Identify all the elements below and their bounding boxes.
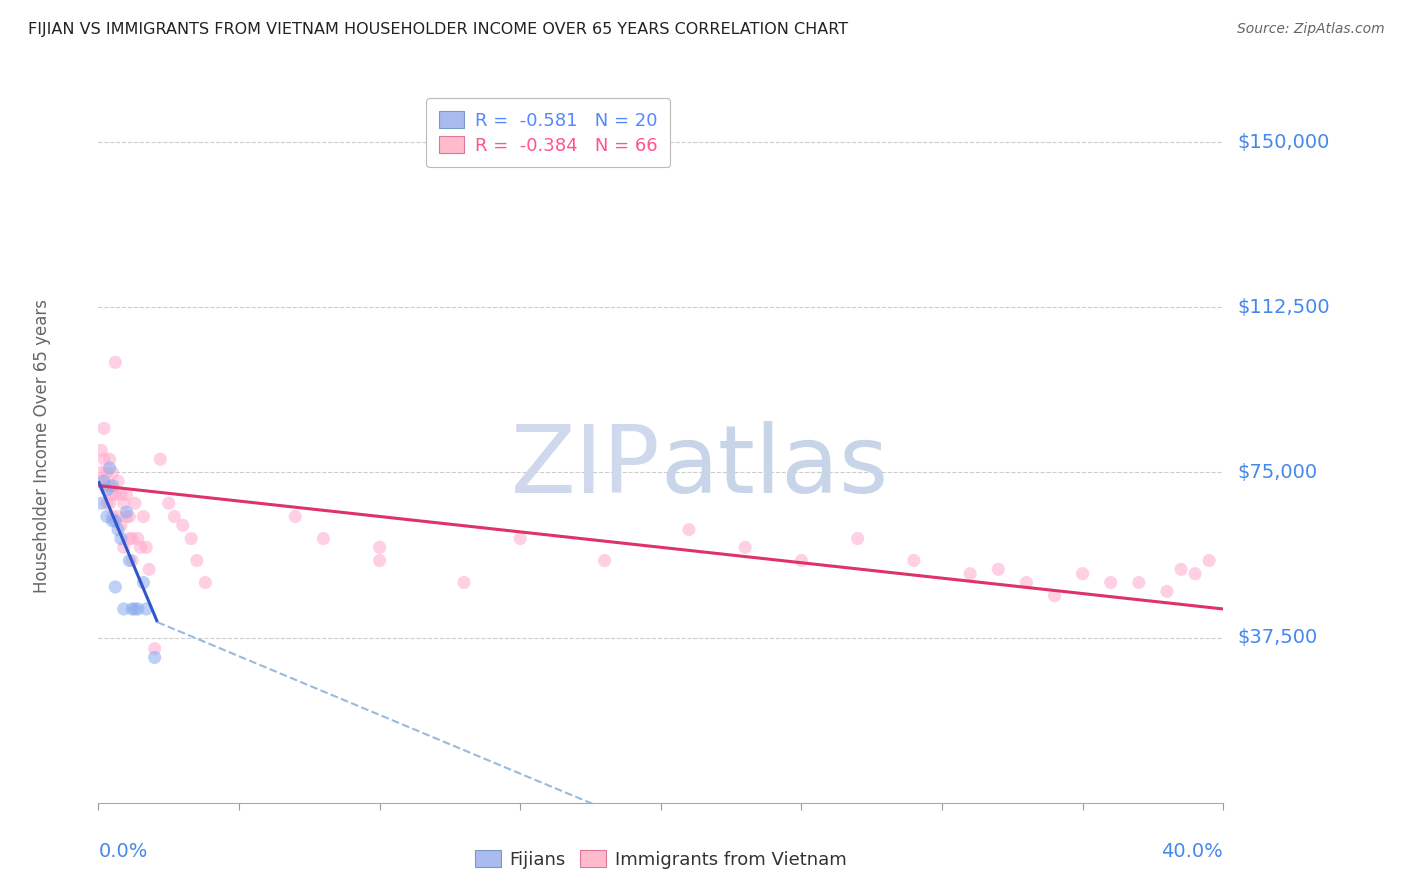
Text: atlas: atlas <box>661 421 889 514</box>
Point <box>112 541 135 555</box>
Text: Source: ZipAtlas.com: Source: ZipAtlas.com <box>1237 22 1385 37</box>
Point <box>96 466 118 480</box>
Point <box>1184 566 1206 581</box>
Point <box>678 523 700 537</box>
Point <box>135 602 157 616</box>
Point <box>98 478 121 492</box>
Point <box>132 509 155 524</box>
Point <box>104 514 127 528</box>
Point <box>127 602 149 616</box>
Point <box>90 443 112 458</box>
Point <box>112 496 135 510</box>
Text: Householder Income Over 65 years: Householder Income Over 65 years <box>34 299 51 593</box>
Point <box>104 355 127 369</box>
Point <box>127 532 149 546</box>
Point <box>1071 566 1094 581</box>
Point <box>90 466 112 480</box>
Point <box>121 602 143 616</box>
Point <box>104 580 127 594</box>
Point <box>1198 553 1220 567</box>
Point <box>98 461 121 475</box>
Point <box>101 509 124 524</box>
Point <box>987 562 1010 576</box>
Point <box>903 553 925 567</box>
Point <box>284 509 307 524</box>
Point <box>143 641 166 656</box>
Point <box>959 566 981 581</box>
Point <box>107 475 129 489</box>
Point <box>101 478 124 492</box>
Text: ZIP: ZIP <box>512 421 661 514</box>
Point <box>90 496 112 510</box>
Point <box>180 532 202 546</box>
Point <box>118 532 141 546</box>
Point <box>846 532 869 546</box>
Point <box>101 466 124 480</box>
Point <box>734 541 756 555</box>
Point <box>135 541 157 555</box>
Point <box>312 532 335 546</box>
Point <box>194 575 217 590</box>
Point <box>104 487 127 501</box>
Point <box>110 532 132 546</box>
Point <box>93 475 115 489</box>
Point <box>1156 584 1178 599</box>
Point <box>138 562 160 576</box>
Point <box>93 478 115 492</box>
Point <box>101 487 124 501</box>
Point <box>115 509 138 524</box>
Text: $112,500: $112,500 <box>1237 298 1330 317</box>
Point <box>157 496 180 510</box>
Point <box>149 452 172 467</box>
Point <box>110 487 132 501</box>
Point <box>509 532 531 546</box>
Point <box>96 478 118 492</box>
Point <box>115 487 138 501</box>
Point <box>1128 575 1150 590</box>
Point <box>124 496 146 510</box>
Point <box>101 514 124 528</box>
Point <box>121 532 143 546</box>
Point <box>112 602 135 616</box>
Point <box>124 602 146 616</box>
Point <box>1015 575 1038 590</box>
Point <box>98 496 121 510</box>
Point <box>115 505 138 519</box>
Point <box>110 518 132 533</box>
Point <box>90 475 112 489</box>
Point <box>453 575 475 590</box>
Text: $150,000: $150,000 <box>1237 133 1330 152</box>
Point <box>93 452 115 467</box>
Point <box>368 541 391 555</box>
Point <box>186 553 208 567</box>
Point <box>368 553 391 567</box>
Point <box>1043 589 1066 603</box>
Point <box>93 421 115 435</box>
Point <box>1099 575 1122 590</box>
Point <box>96 509 118 524</box>
Point <box>118 553 141 567</box>
Point <box>132 575 155 590</box>
Point <box>129 541 152 555</box>
Point <box>790 553 813 567</box>
Point <box>121 553 143 567</box>
Point <box>163 509 186 524</box>
Text: FIJIAN VS IMMIGRANTS FROM VIETNAM HOUSEHOLDER INCOME OVER 65 YEARS CORRELATION C: FIJIAN VS IMMIGRANTS FROM VIETNAM HOUSEH… <box>28 22 848 37</box>
Point <box>1170 562 1192 576</box>
Point <box>98 452 121 467</box>
Point <box>107 523 129 537</box>
Point <box>96 496 118 510</box>
Text: $37,500: $37,500 <box>1237 628 1317 647</box>
Point <box>143 650 166 665</box>
Text: 40.0%: 40.0% <box>1161 842 1223 861</box>
Point <box>118 509 141 524</box>
Point <box>593 553 616 567</box>
Legend: Fijians, Immigrants from Vietnam: Fijians, Immigrants from Vietnam <box>468 843 853 876</box>
Point <box>96 483 118 497</box>
Point <box>172 518 194 533</box>
Point <box>107 509 129 524</box>
Text: 0.0%: 0.0% <box>98 842 148 861</box>
Text: $75,000: $75,000 <box>1237 463 1317 482</box>
